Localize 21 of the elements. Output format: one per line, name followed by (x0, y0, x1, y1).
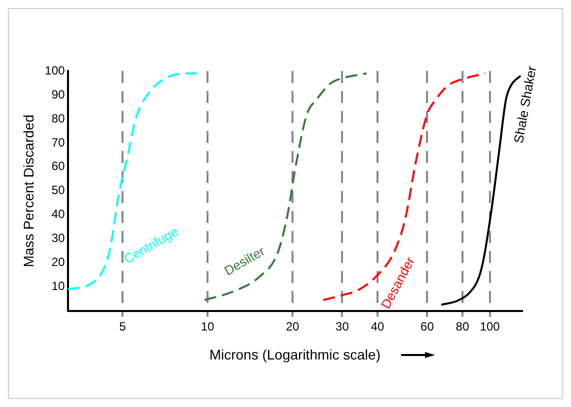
y-tick-label: 20 (51, 255, 66, 270)
y-tick-label: 40 (51, 207, 66, 222)
text: Shale Shaker (510, 64, 540, 144)
y-tick-label: 100 (44, 63, 66, 78)
x-tick-label: 20 (286, 319, 300, 334)
x-tick-label: 10 (200, 319, 215, 334)
x-tick-label: 100 (480, 319, 500, 334)
y-tick-label: 10 (51, 279, 66, 294)
x-tick-label: 30 (336, 319, 350, 334)
x-tick-label: 40 (370, 319, 384, 334)
x-axis-title: Microns (Logarithmic scale) (209, 346, 380, 362)
y-axis-title: Mass Percent Discarded (20, 114, 36, 268)
x-tick-label: 5 (119, 319, 126, 334)
y-tick-label: 70 (51, 135, 66, 150)
x-tick-label: 80 (456, 319, 470, 334)
x-tick-label: 60 (420, 319, 434, 334)
y-tick-label: 30 (51, 231, 66, 246)
y-tick-label: 50 (51, 183, 66, 198)
y-tick-label: 60 (51, 159, 66, 174)
y-tick-label: 80 (51, 111, 66, 126)
y-tick-label: 90 (51, 87, 66, 102)
